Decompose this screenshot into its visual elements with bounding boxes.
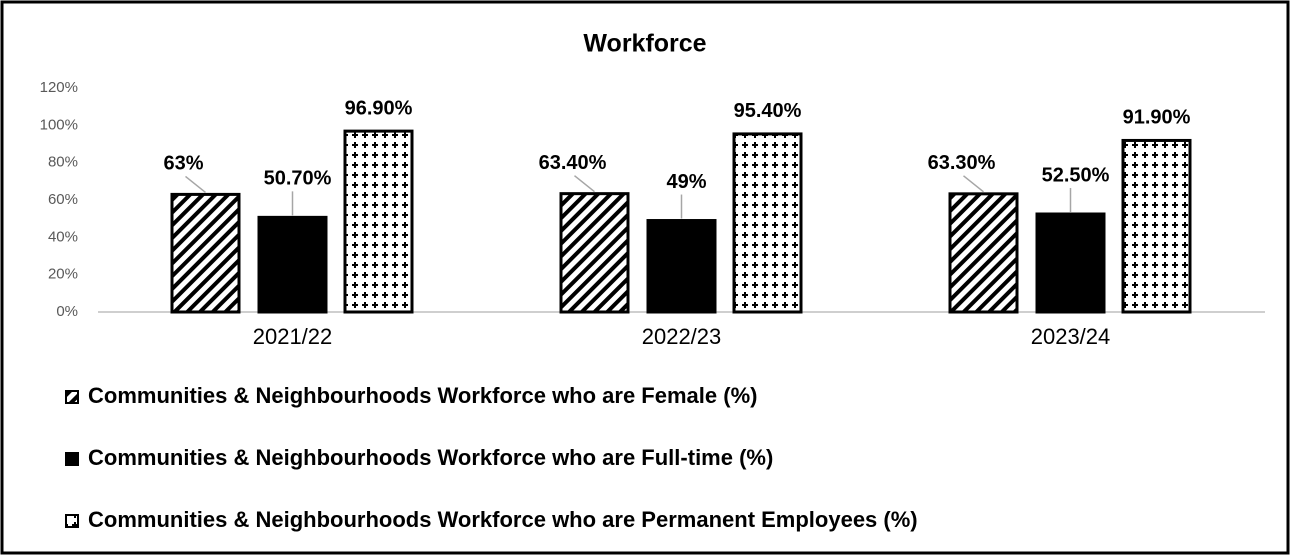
x-tick-label: 2021/22 <box>253 324 333 349</box>
legend-label: Communities & Neighbourhoods Workforce w… <box>88 445 773 470</box>
y-tick-label: 60% <box>48 191 78 208</box>
chart-title: Workforce <box>583 30 706 58</box>
value-label: 49% <box>666 171 706 193</box>
value-label: 52.50% <box>1042 164 1110 186</box>
value-label: 91.90% <box>1123 107 1191 129</box>
y-tick-label: 0% <box>56 303 78 320</box>
legend-label: Communities & Neighbourhoods Workforce w… <box>88 507 918 532</box>
y-tick-label: 20% <box>48 266 78 283</box>
legend-marker <box>65 390 79 404</box>
legend-marker <box>65 514 79 528</box>
legend-label: Communities & Neighbourhoods Workforce w… <box>88 383 757 408</box>
value-label: 63% <box>163 153 203 175</box>
y-tick-label: 40% <box>48 228 78 245</box>
bar <box>948 192 1019 314</box>
bar <box>170 192 241 314</box>
value-label: 95.40% <box>734 100 802 122</box>
y-tick-label: 100% <box>40 116 78 133</box>
y-tick-label: 80% <box>48 154 78 171</box>
x-tick-label: 2023/24 <box>1031 324 1111 349</box>
value-label: 96.90% <box>345 97 413 119</box>
value-label: 50.70% <box>264 168 332 190</box>
x-tick-label: 2022/23 <box>642 324 722 349</box>
value-label: 63.40% <box>539 152 607 174</box>
bar <box>257 215 328 314</box>
leader-line <box>574 175 595 193</box>
y-tick-label: 120% <box>40 79 78 96</box>
leader-line <box>963 175 984 193</box>
legend-marker <box>65 452 79 466</box>
bar <box>732 132 803 314</box>
bar <box>1035 212 1106 314</box>
bar <box>559 192 630 314</box>
bar <box>646 219 717 314</box>
leader-line <box>185 175 206 193</box>
value-label: 63.30% <box>928 152 996 174</box>
bar <box>343 129 414 314</box>
bar <box>1121 138 1192 314</box>
